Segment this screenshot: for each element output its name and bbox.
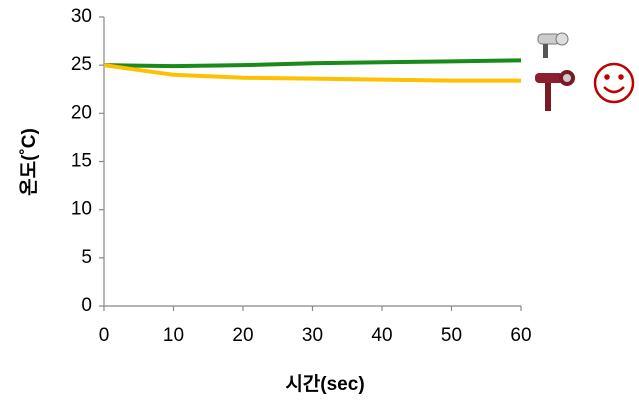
y-tick-label: 30 xyxy=(71,6,92,27)
y-tick-label: 15 xyxy=(71,151,92,172)
smiley-icon xyxy=(593,62,635,104)
x-tick-label: 60 xyxy=(510,325,531,346)
y-tick-label: 20 xyxy=(71,102,92,123)
x-tick-label: 40 xyxy=(371,325,392,346)
x-axis-label: 시간(sec) xyxy=(285,373,364,395)
series-line xyxy=(103,63,521,83)
y-tick-label: 10 xyxy=(71,199,92,220)
x-tick-label: 0 xyxy=(99,325,110,346)
y-tick-label: 5 xyxy=(81,247,92,268)
x-tick-label: 50 xyxy=(441,325,462,346)
dryer-icon-2 xyxy=(535,70,575,111)
x-tick-label: 30 xyxy=(302,325,323,346)
x-tick-label: 20 xyxy=(232,325,253,346)
series-line xyxy=(103,58,522,69)
dryer-icon-1 xyxy=(537,32,569,58)
x-tick-label: 10 xyxy=(163,325,184,346)
y-tick-label: 0 xyxy=(81,295,92,316)
y-tick-label: 25 xyxy=(71,54,92,75)
y-axis-label: 온도(˚C) xyxy=(18,128,40,196)
